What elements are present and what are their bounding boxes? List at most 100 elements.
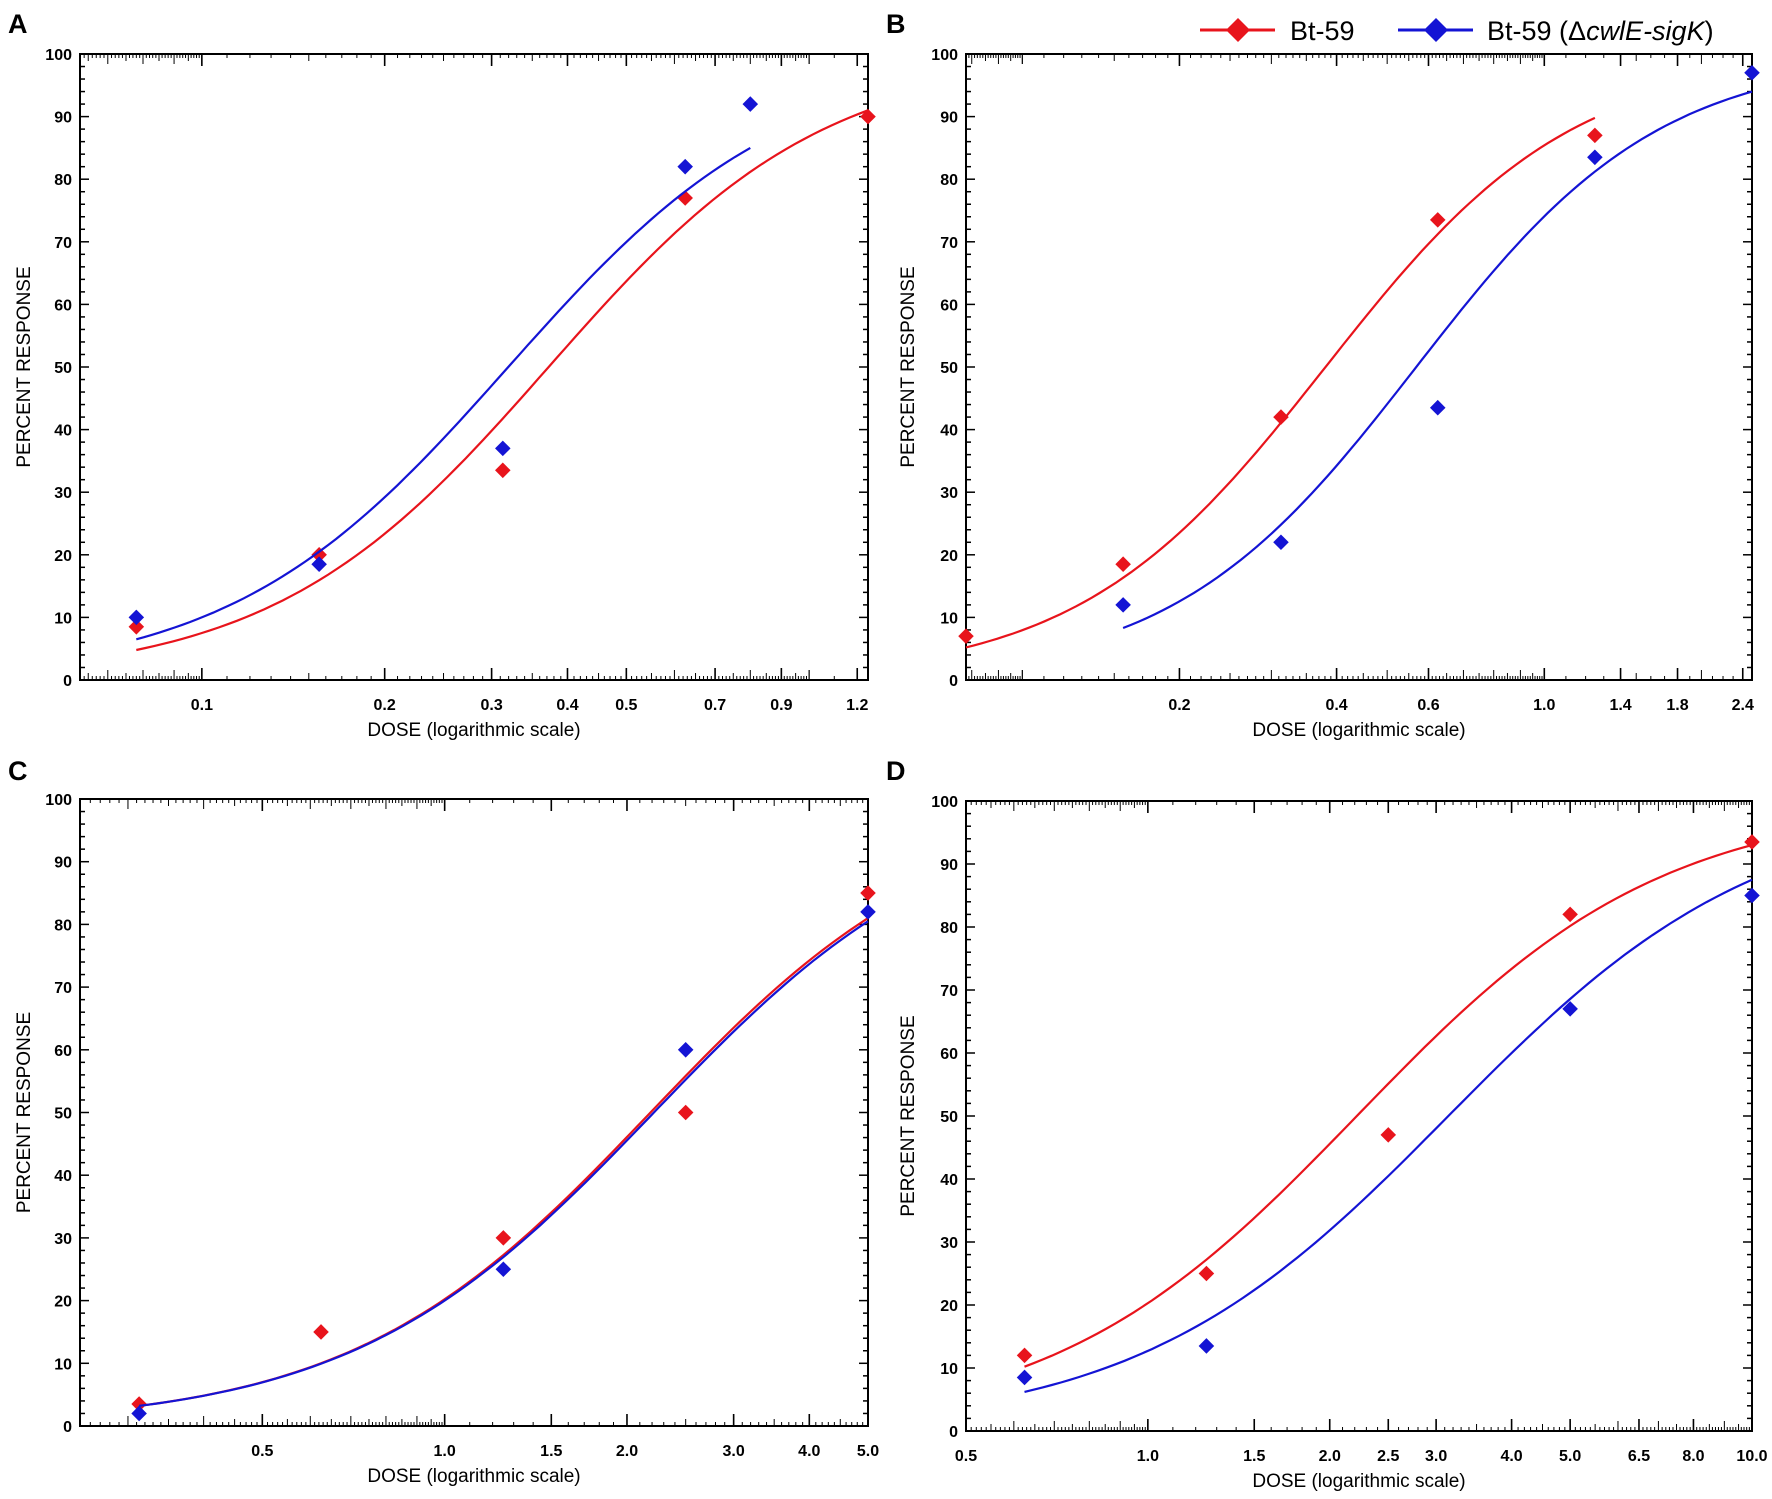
y-tick-label: 70: [940, 235, 958, 252]
data-point: [1429, 399, 1446, 416]
y-tick-label: 30: [54, 485, 72, 502]
fit-curve: [1024, 844, 1753, 1368]
fit-curve: [1122, 90, 1753, 630]
x-tick-label: 0.5: [251, 1443, 273, 1460]
legend-label-mutant: Bt-59 (ΔcwlE-sigK): [1487, 16, 1714, 46]
fit-curve: [1024, 878, 1753, 1393]
series-mutant: [128, 96, 759, 641]
x-tick-label: 0.6: [1417, 697, 1439, 714]
y-tick-label: 70: [54, 235, 72, 252]
series-mutant: [1016, 878, 1760, 1393]
panel-letter: B: [886, 9, 906, 39]
y-tick-label: 50: [940, 1109, 958, 1126]
data-point: [958, 628, 974, 644]
y-tick-label: 50: [54, 360, 72, 377]
legend-marker-bt59: [1225, 17, 1251, 43]
data-point: [1562, 1001, 1578, 1017]
series-mutant: [131, 904, 876, 1422]
panel-letter: C: [8, 756, 28, 786]
plot-frame: [965, 53, 1753, 681]
data-point: [1198, 1265, 1215, 1282]
x-axis-ticks: [79, 799, 869, 1426]
chart-panel-b: B 0 10 20 30 40 50 60 70 80 90 100 0.2 0.4 0.6 1.0 1.4 1.…: [886, 9, 1760, 741]
data-point: [1587, 149, 1603, 166]
y-tick-label: 30: [940, 1235, 958, 1252]
y-tick-label: 100: [931, 794, 958, 811]
x-tick-label: 1.0: [434, 1443, 456, 1460]
plot-frame: [965, 800, 1753, 1432]
x-tick-label: 0.7: [704, 697, 726, 714]
data-point: [1273, 409, 1289, 425]
y-tick-label: 40: [940, 1172, 958, 1189]
x-tick-label: 1.0: [1137, 1448, 1159, 1465]
x-tick-label: 1.5: [1243, 1448, 1265, 1465]
x-axis-title: DOSE (logarithmic scale): [367, 1466, 580, 1487]
data-point: [495, 462, 511, 479]
legend-label-bt59: Bt-59: [1290, 16, 1355, 46]
data-point: [1198, 1338, 1215, 1354]
x-tick-label: 3.0: [1425, 1448, 1447, 1465]
data-point: [1429, 212, 1446, 228]
x-axis-ticks: [965, 54, 1753, 680]
y-tick-label: 60: [940, 297, 958, 314]
y-axis-title: PERCENT RESPONSE: [14, 1012, 35, 1213]
y-tick-label: 100: [45, 792, 72, 809]
x-tick-label: 1.2: [846, 697, 868, 714]
data-point: [1115, 597, 1131, 613]
x-tick-label: 3.0: [723, 1443, 745, 1460]
x-tick-label: 0.5: [955, 1448, 977, 1465]
y-tick-label: 10: [940, 610, 958, 627]
y-tick-label: 0: [949, 673, 958, 690]
y-axis-title: PERCENT RESPONSE: [898, 266, 919, 467]
x-tick-label: 0.5: [615, 697, 637, 714]
x-tick-label: 2.0: [1319, 1448, 1341, 1465]
x-tick-label: 5.0: [857, 1443, 879, 1460]
panel-letter: A: [8, 9, 28, 39]
panel-letter: D: [886, 756, 906, 786]
data-point: [1273, 534, 1289, 551]
y-tick-label: 60: [54, 1043, 72, 1060]
data-point: [677, 1042, 694, 1058]
x-tick-label: 4.0: [1500, 1448, 1522, 1465]
x-tick-label: 0.2: [1168, 697, 1190, 714]
y-axis-title: PERCENT RESPONSE: [898, 1015, 919, 1216]
data-point: [1587, 127, 1603, 144]
y-tick-label: 80: [940, 172, 958, 189]
y-tick-label: 20: [54, 548, 72, 565]
x-tick-label: 0.4: [556, 697, 578, 714]
y-tick-label: 80: [54, 172, 72, 189]
x-axis-ticks: [965, 801, 1753, 1431]
fit-curve: [136, 109, 869, 652]
y-tick-label: 0: [63, 673, 72, 690]
data-point: [677, 158, 693, 175]
data-point: [128, 609, 145, 626]
y-tick-label: 80: [940, 920, 958, 937]
data-point: [311, 556, 327, 572]
data-point: [131, 1405, 147, 1422]
y-axis-ticks: [966, 800, 1752, 1432]
y-axis-ticks: [966, 53, 1752, 681]
y-tick-label: 100: [931, 47, 958, 64]
fit-curve: [965, 116, 1596, 649]
y-tick-label: 90: [54, 855, 72, 872]
data-point: [1016, 1369, 1033, 1386]
x-tick-label: 6.5: [1628, 1448, 1650, 1465]
y-tick-label: 40: [54, 1168, 72, 1185]
y-tick-label: 0: [63, 1419, 72, 1436]
series-bt59: [131, 885, 876, 1412]
x-tick-label: 5.0: [1559, 1448, 1581, 1465]
data-point: [860, 885, 876, 901]
chart-panel-d: D 0 10 20 30 40 50 60 70 80 90 100 0.5 1.0 1.5 2.0 2.5 3.…: [886, 756, 1768, 1492]
y-tick-label: 20: [940, 548, 958, 565]
x-tick-label: 2.4: [1732, 697, 1754, 714]
series-bt59: [1016, 834, 1760, 1368]
y-tick-label: 60: [54, 297, 72, 314]
series-mutant: [1115, 65, 1760, 630]
y-tick-label: 40: [940, 423, 958, 440]
x-tick-label: 2.0: [616, 1443, 638, 1460]
chart-panel-a: A 0 10 20 30 40 50 60 70 80 90 100 0.1 0.2 0.3 0.4 0.5 0.…: [8, 9, 876, 741]
x-axis-title: DOSE (logarithmic scale): [1252, 720, 1465, 741]
data-point: [1380, 1127, 1397, 1143]
y-tick-label: 10: [54, 1356, 72, 1373]
